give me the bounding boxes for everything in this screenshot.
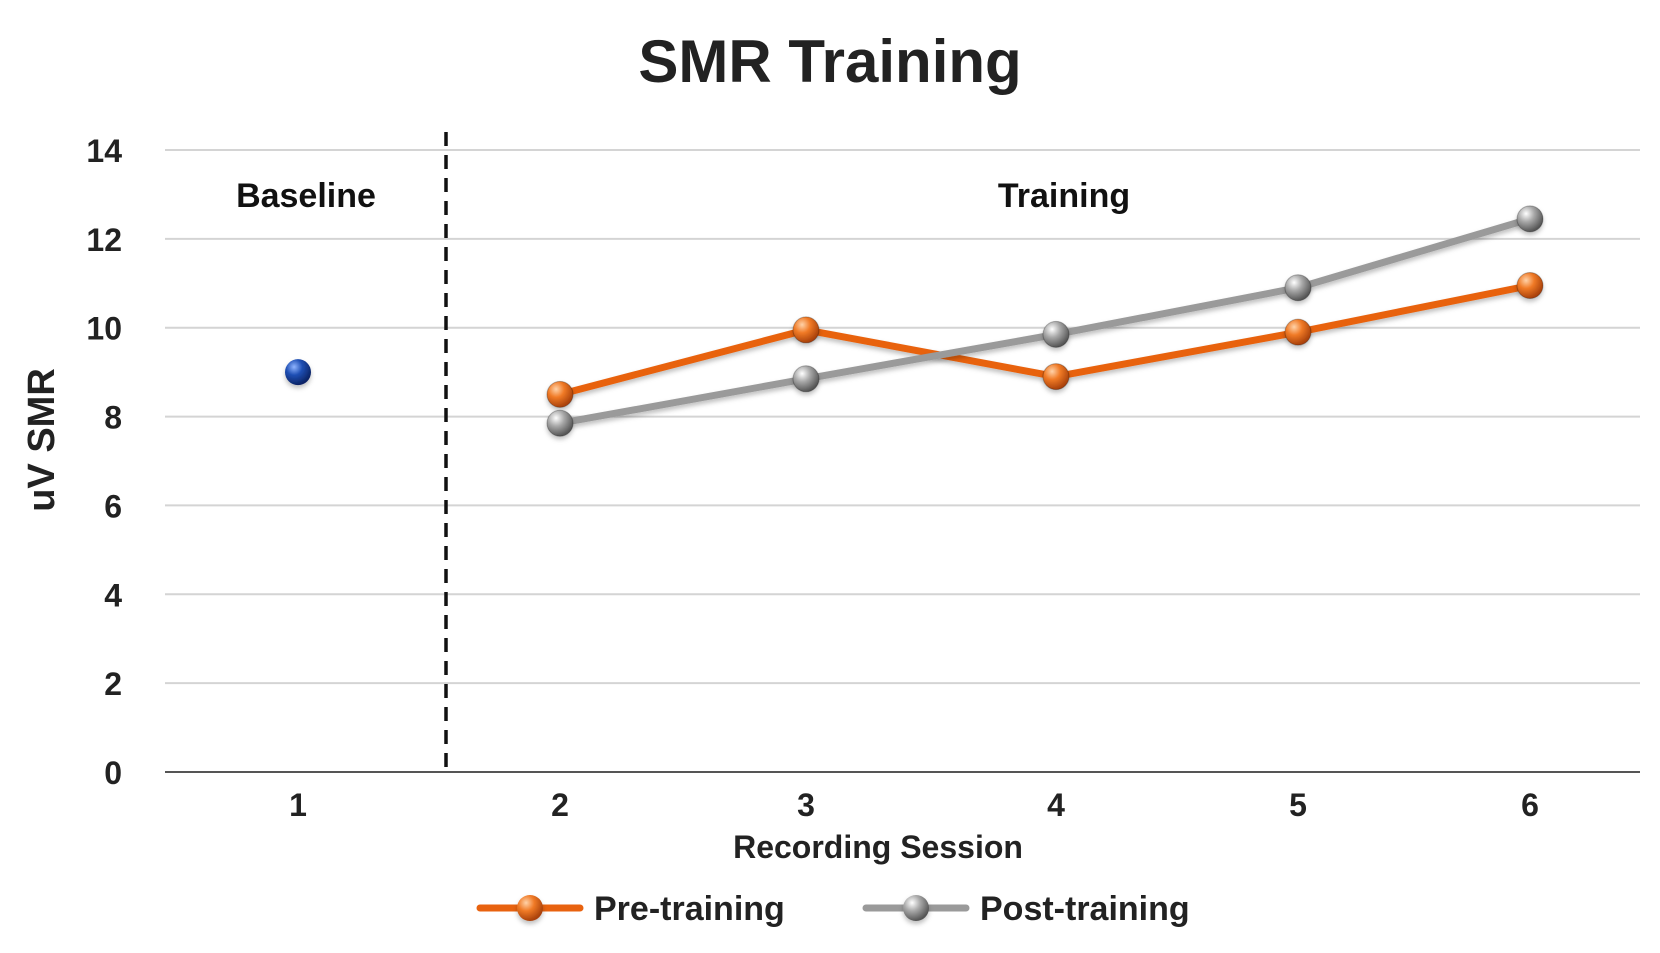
data-point — [1516, 272, 1544, 300]
grid-lines — [165, 149, 1640, 685]
chart-title: SMR Training — [638, 28, 1021, 95]
baseline-data-point — [285, 359, 311, 386]
baseline-region-label: Baseline — [236, 177, 376, 215]
x-tick-label: 2 — [551, 787, 569, 823]
series-post-training — [546, 205, 1544, 437]
x-tick-label: 4 — [1047, 787, 1065, 823]
data-point — [1284, 274, 1312, 302]
legend: Pre-training Post-training — [476, 890, 1190, 928]
data-point — [1042, 363, 1070, 391]
y-tick-label: 0 — [104, 755, 122, 791]
data-point — [1284, 318, 1312, 346]
legend-label-pre-training: Pre-training — [594, 890, 785, 928]
data-point — [546, 409, 574, 437]
y-axis-title: uV SMR — [21, 368, 63, 512]
legend-swatch-marker — [903, 895, 929, 921]
x-axis-title: Recording Session — [733, 829, 1023, 865]
x-tick-label: 5 — [1289, 787, 1307, 823]
x-tick-label: 3 — [797, 787, 815, 823]
y-tick-label: 6 — [104, 488, 122, 524]
y-tick-label: 2 — [104, 666, 122, 702]
data-point — [1042, 320, 1070, 348]
series-pre-training — [546, 272, 1544, 408]
y-tick-label: 14 — [86, 133, 122, 169]
baseline-layer — [285, 359, 311, 386]
legend-label-post-training: Post-training — [980, 890, 1190, 928]
training-region-label: Training — [998, 177, 1130, 215]
y-axis-ticks: 0 2 4 6 8 10 12 14 — [86, 133, 122, 791]
data-point — [792, 365, 820, 393]
legend-item-pre-training: Pre-training — [476, 890, 785, 928]
y-tick-label: 10 — [86, 311, 122, 347]
series-line — [556, 215, 1534, 427]
y-tick-label: 4 — [104, 577, 122, 613]
y-tick-label: 12 — [86, 222, 122, 258]
y-tick-label: 8 — [104, 400, 122, 436]
x-tick-label: 1 — [289, 787, 307, 823]
series-layer — [546, 205, 1544, 437]
x-axis-ticks: 1 2 3 4 5 6 — [289, 787, 1539, 823]
data-point — [1516, 205, 1544, 233]
data-point — [546, 380, 574, 408]
legend-swatch-marker — [517, 895, 543, 921]
x-tick-label: 6 — [1521, 787, 1539, 823]
data-point — [792, 316, 820, 344]
legend-item-post-training: Post-training — [862, 890, 1190, 928]
